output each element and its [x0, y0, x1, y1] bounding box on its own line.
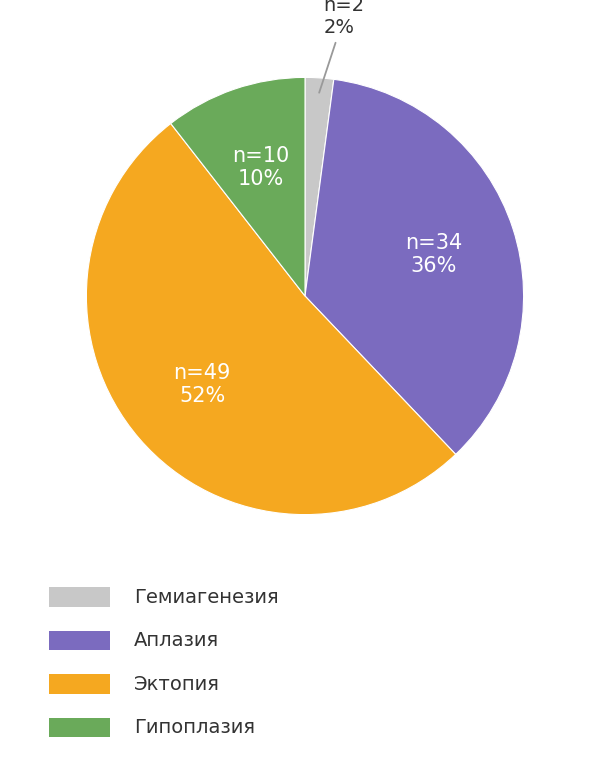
Wedge shape: [171, 77, 305, 296]
Text: n=34
36%: n=34 36%: [405, 232, 462, 276]
FancyBboxPatch shape: [49, 717, 110, 737]
Text: Аплазия: Аплазия: [134, 631, 220, 650]
Wedge shape: [87, 124, 456, 515]
Wedge shape: [305, 77, 334, 296]
Text: Гипоплазия: Гипоплазия: [134, 718, 255, 737]
Text: n=10
10%: n=10 10%: [232, 146, 290, 190]
FancyBboxPatch shape: [49, 631, 110, 650]
Text: Эктопия: Эктопия: [134, 675, 220, 694]
Text: n=49
52%: n=49 52%: [174, 363, 231, 406]
FancyBboxPatch shape: [49, 674, 110, 694]
Wedge shape: [305, 80, 523, 455]
FancyBboxPatch shape: [49, 587, 110, 607]
Text: n=2
2%: n=2 2%: [319, 0, 365, 93]
Text: Гемиагенезия: Гемиагенезия: [134, 587, 279, 606]
